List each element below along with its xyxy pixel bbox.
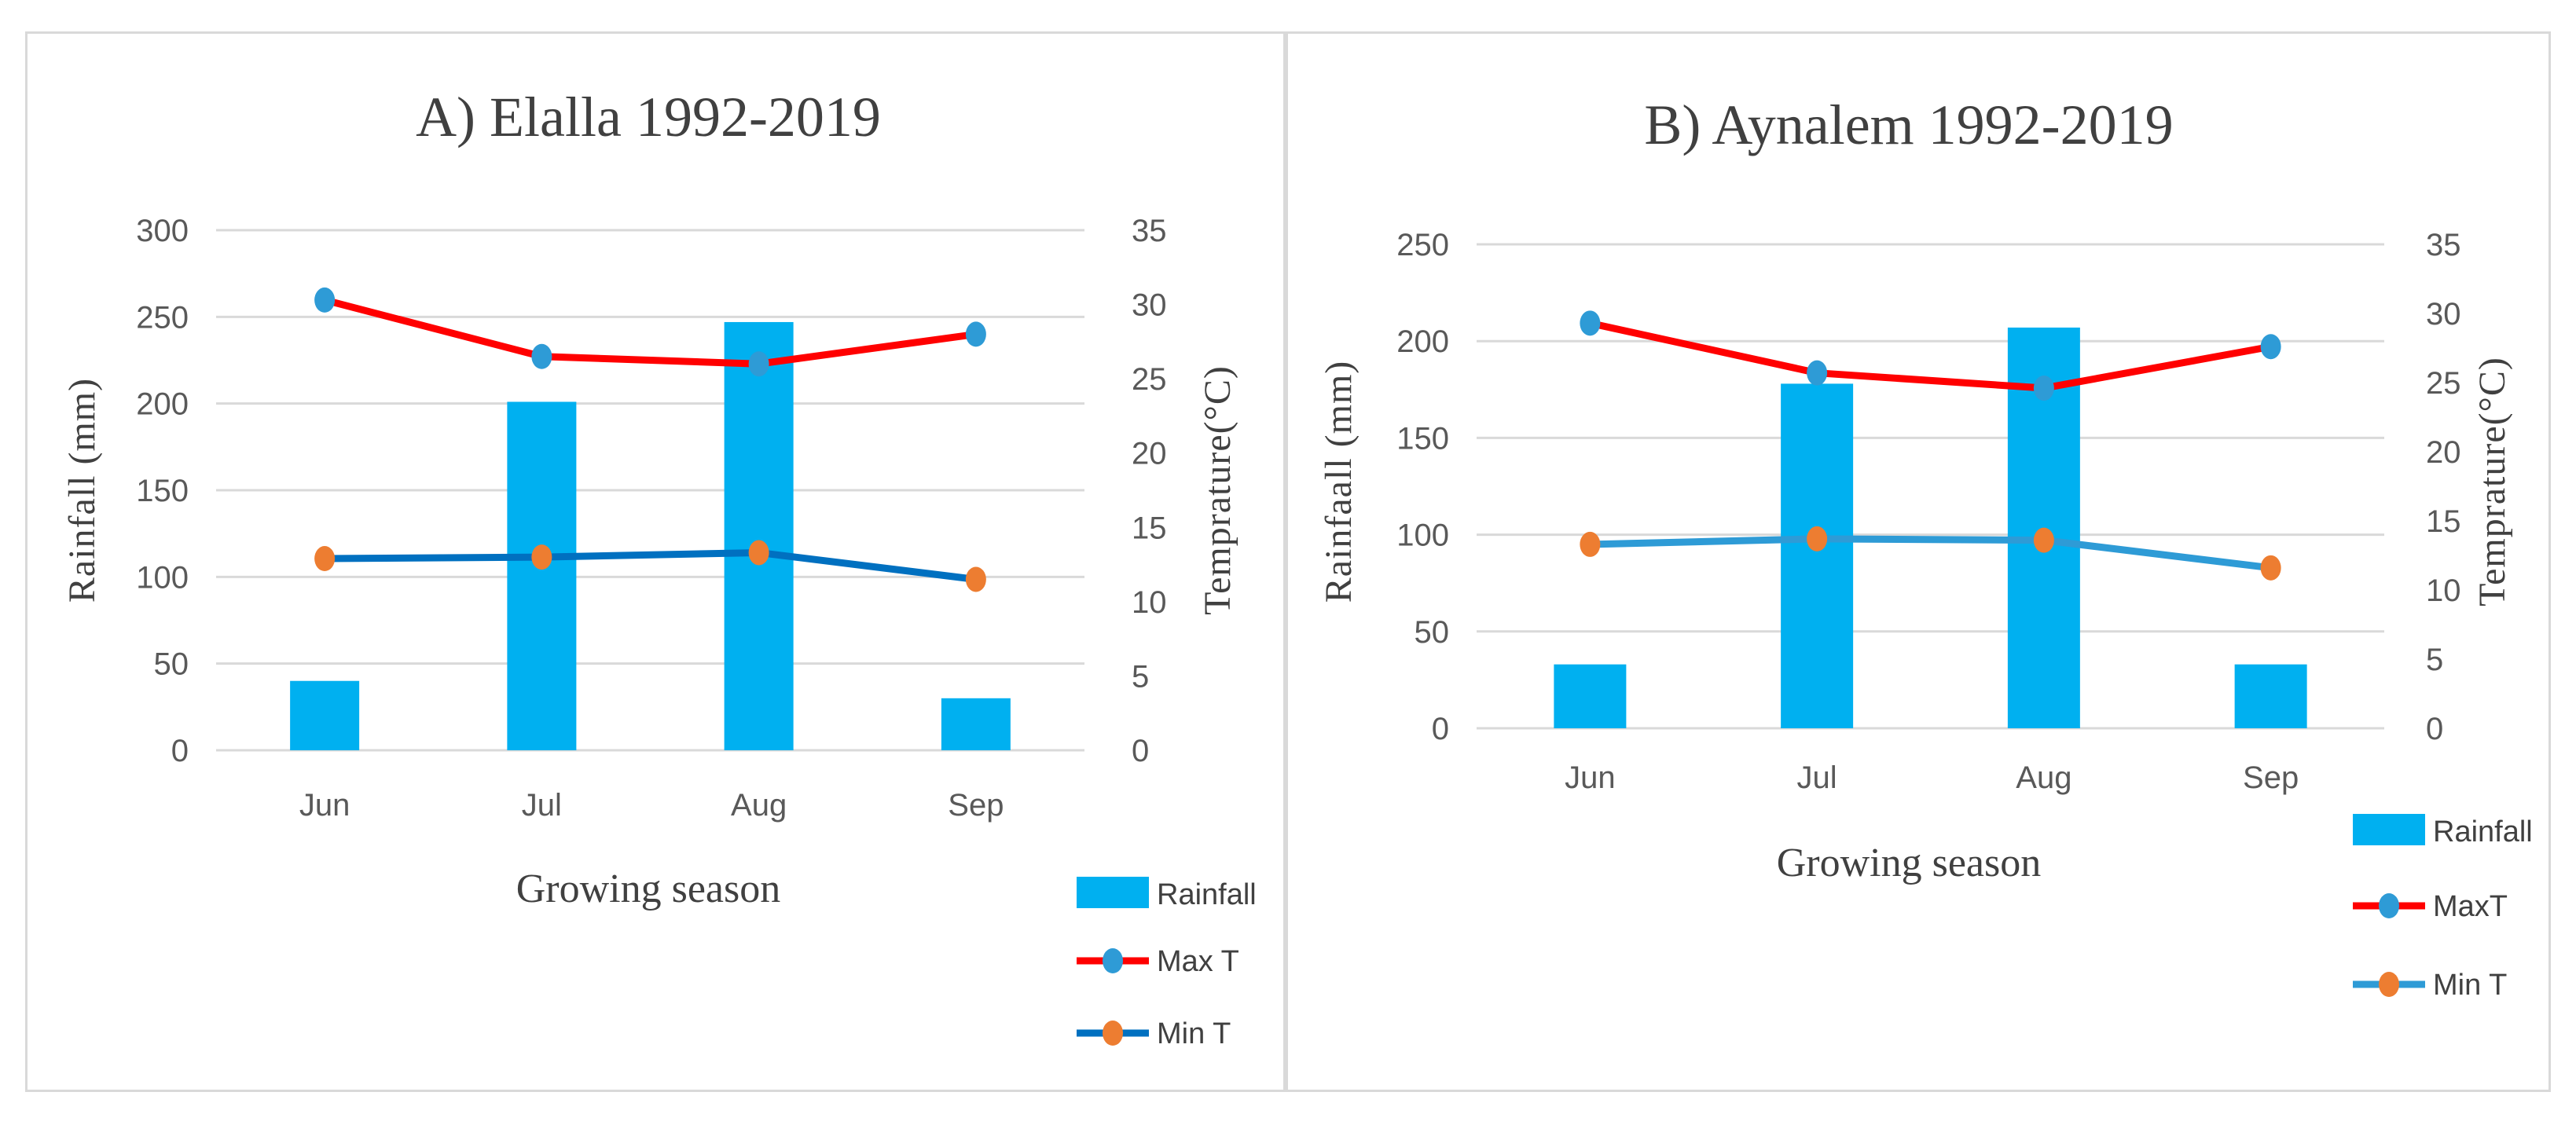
- min-temp-marker: [965, 566, 986, 592]
- y-tick-label: 150: [1396, 421, 1449, 456]
- min-temp-marker: [2260, 555, 2281, 581]
- max-temp-line: [1586, 319, 2275, 392]
- y-tick-label: 100: [1396, 519, 1449, 553]
- legend-label: Min T: [1157, 1017, 1231, 1050]
- y-tick-label: 0: [1432, 712, 1449, 746]
- y2-tick-label: 20: [2426, 435, 2461, 470]
- x-axis-title: Growing season: [1777, 841, 2042, 885]
- y-axis-title: Rainfall (mm): [61, 378, 103, 603]
- max-temp-marker: [2260, 334, 2281, 360]
- max-temp-marker: [748, 351, 769, 377]
- y2-tick-label: 0: [2426, 712, 2443, 746]
- y2-tick-label: 20: [1132, 437, 1167, 471]
- rainfall-bar: [290, 680, 360, 750]
- chart-a-svg: A) Elalla 1992-2019 0 50 100 150 200 250 300 0 5 1…: [61, 86, 1257, 1050]
- max-temp-marker: [1807, 360, 1828, 386]
- y2-tick-label: 5: [1132, 659, 1149, 694]
- x-tick-label: Jun: [299, 788, 350, 823]
- legend-label: MaxT: [2433, 890, 2508, 923]
- min-temp-marker: [748, 540, 769, 566]
- x-axis-title: Growing season: [516, 867, 781, 911]
- x-tick-label: Aug: [2016, 760, 2071, 795]
- chart-panel-a: A) Elalla 1992-2019 0 50 100 150 200 250 300 0 5 1…: [25, 31, 1286, 1092]
- legend-swatch-marker: [1103, 948, 1123, 973]
- y-tick-label: 250: [1396, 228, 1449, 262]
- x-tick-label: Aug: [731, 788, 787, 823]
- y2-axis-title: Temprature(°C): [2471, 357, 2513, 606]
- max-temp-marker: [965, 321, 986, 347]
- legend-label: Min T: [2433, 969, 2507, 1002]
- y-tick-label: 150: [136, 474, 189, 508]
- legend-swatch-marker: [2379, 893, 2399, 918]
- x-tick-label: Jul: [1797, 760, 1837, 795]
- y2-axis-title: Temprature(°C): [1197, 365, 1238, 615]
- legend-label: Rainfall: [2433, 815, 2533, 848]
- y-tick-label: 200: [136, 387, 189, 422]
- rainfall-bar: [507, 401, 577, 750]
- y2-tick-label: 15: [1132, 511, 1167, 545]
- legend-label: Max T: [1157, 945, 1239, 978]
- x-tick-label: Sep: [948, 788, 1004, 823]
- min-temp-marker: [314, 546, 336, 572]
- rainfall-bar: [1781, 383, 1854, 728]
- y2-tick-label: 25: [1132, 362, 1167, 397]
- min-temp-line: [1586, 535, 2275, 572]
- max-temp-marker: [531, 343, 552, 369]
- rainfall-bar: [724, 321, 794, 750]
- y2-tick-label: 5: [2426, 643, 2443, 677]
- max-temp-marker: [2033, 376, 2054, 401]
- y2-tick-label: 0: [1132, 734, 1149, 768]
- min-temp-marker: [2033, 527, 2054, 553]
- y-axis-title: Rainfaall (mm): [1318, 361, 1360, 603]
- y-tick-label: 100: [136, 560, 189, 595]
- legend-swatch-rainfall: [1077, 877, 1149, 908]
- chart-panel-b: B) Aynalem 1992-2019 0 50 100 150 200 250 0 5 10 1…: [1286, 31, 2551, 1092]
- rainfall-bar: [941, 698, 1011, 750]
- legend-label: Rainfall: [1157, 878, 1257, 911]
- min-temp-marker: [1580, 531, 1601, 557]
- chart-title: B) Aynalem 1992-2019: [1644, 93, 2173, 156]
- min-temp-marker: [1807, 526, 1828, 552]
- x-tick-label: Sep: [2243, 760, 2299, 795]
- legend-swatch-rainfall: [2353, 814, 2425, 845]
- y-tick-label: 0: [171, 734, 189, 768]
- legend-swatch-marker: [2379, 972, 2399, 997]
- x-tick-label: Jul: [522, 788, 562, 823]
- max-temp-line: [321, 296, 980, 368]
- y2-tick-label: 30: [2426, 297, 2461, 332]
- chart-b-svg: B) Aynalem 1992-2019 0 50 100 150 200 250 0 5 10 1…: [1318, 93, 2533, 1002]
- chart-title: A) Elalla 1992-2019: [416, 86, 881, 148]
- y2-tick-label: 25: [2426, 366, 2461, 401]
- y2-tick-label: 35: [1132, 214, 1167, 248]
- y2-tick-label: 10: [1132, 585, 1167, 620]
- x-tick-label: Jun: [1565, 760, 1616, 795]
- max-temp-marker: [1580, 310, 1601, 336]
- y-tick-label: 250: [136, 300, 189, 335]
- y2-tick-label: 30: [1132, 288, 1167, 323]
- y2-tick-label: 15: [2426, 504, 2461, 539]
- y-tick-label: 50: [1415, 615, 1450, 650]
- y2-tick-label: 35: [2426, 228, 2461, 262]
- legend-swatch-marker: [1103, 1021, 1123, 1046]
- y-tick-label: 50: [154, 647, 189, 682]
- rainfall-bar: [2234, 664, 2307, 728]
- max-temp-marker: [314, 287, 336, 313]
- y2-tick-label: 10: [2426, 573, 2461, 608]
- min-temp-line: [321, 548, 980, 583]
- min-temp-marker: [531, 544, 552, 570]
- y-tick-label: 300: [136, 214, 189, 248]
- rainfall-bar: [1554, 664, 1627, 728]
- y-tick-label: 200: [1396, 324, 1449, 359]
